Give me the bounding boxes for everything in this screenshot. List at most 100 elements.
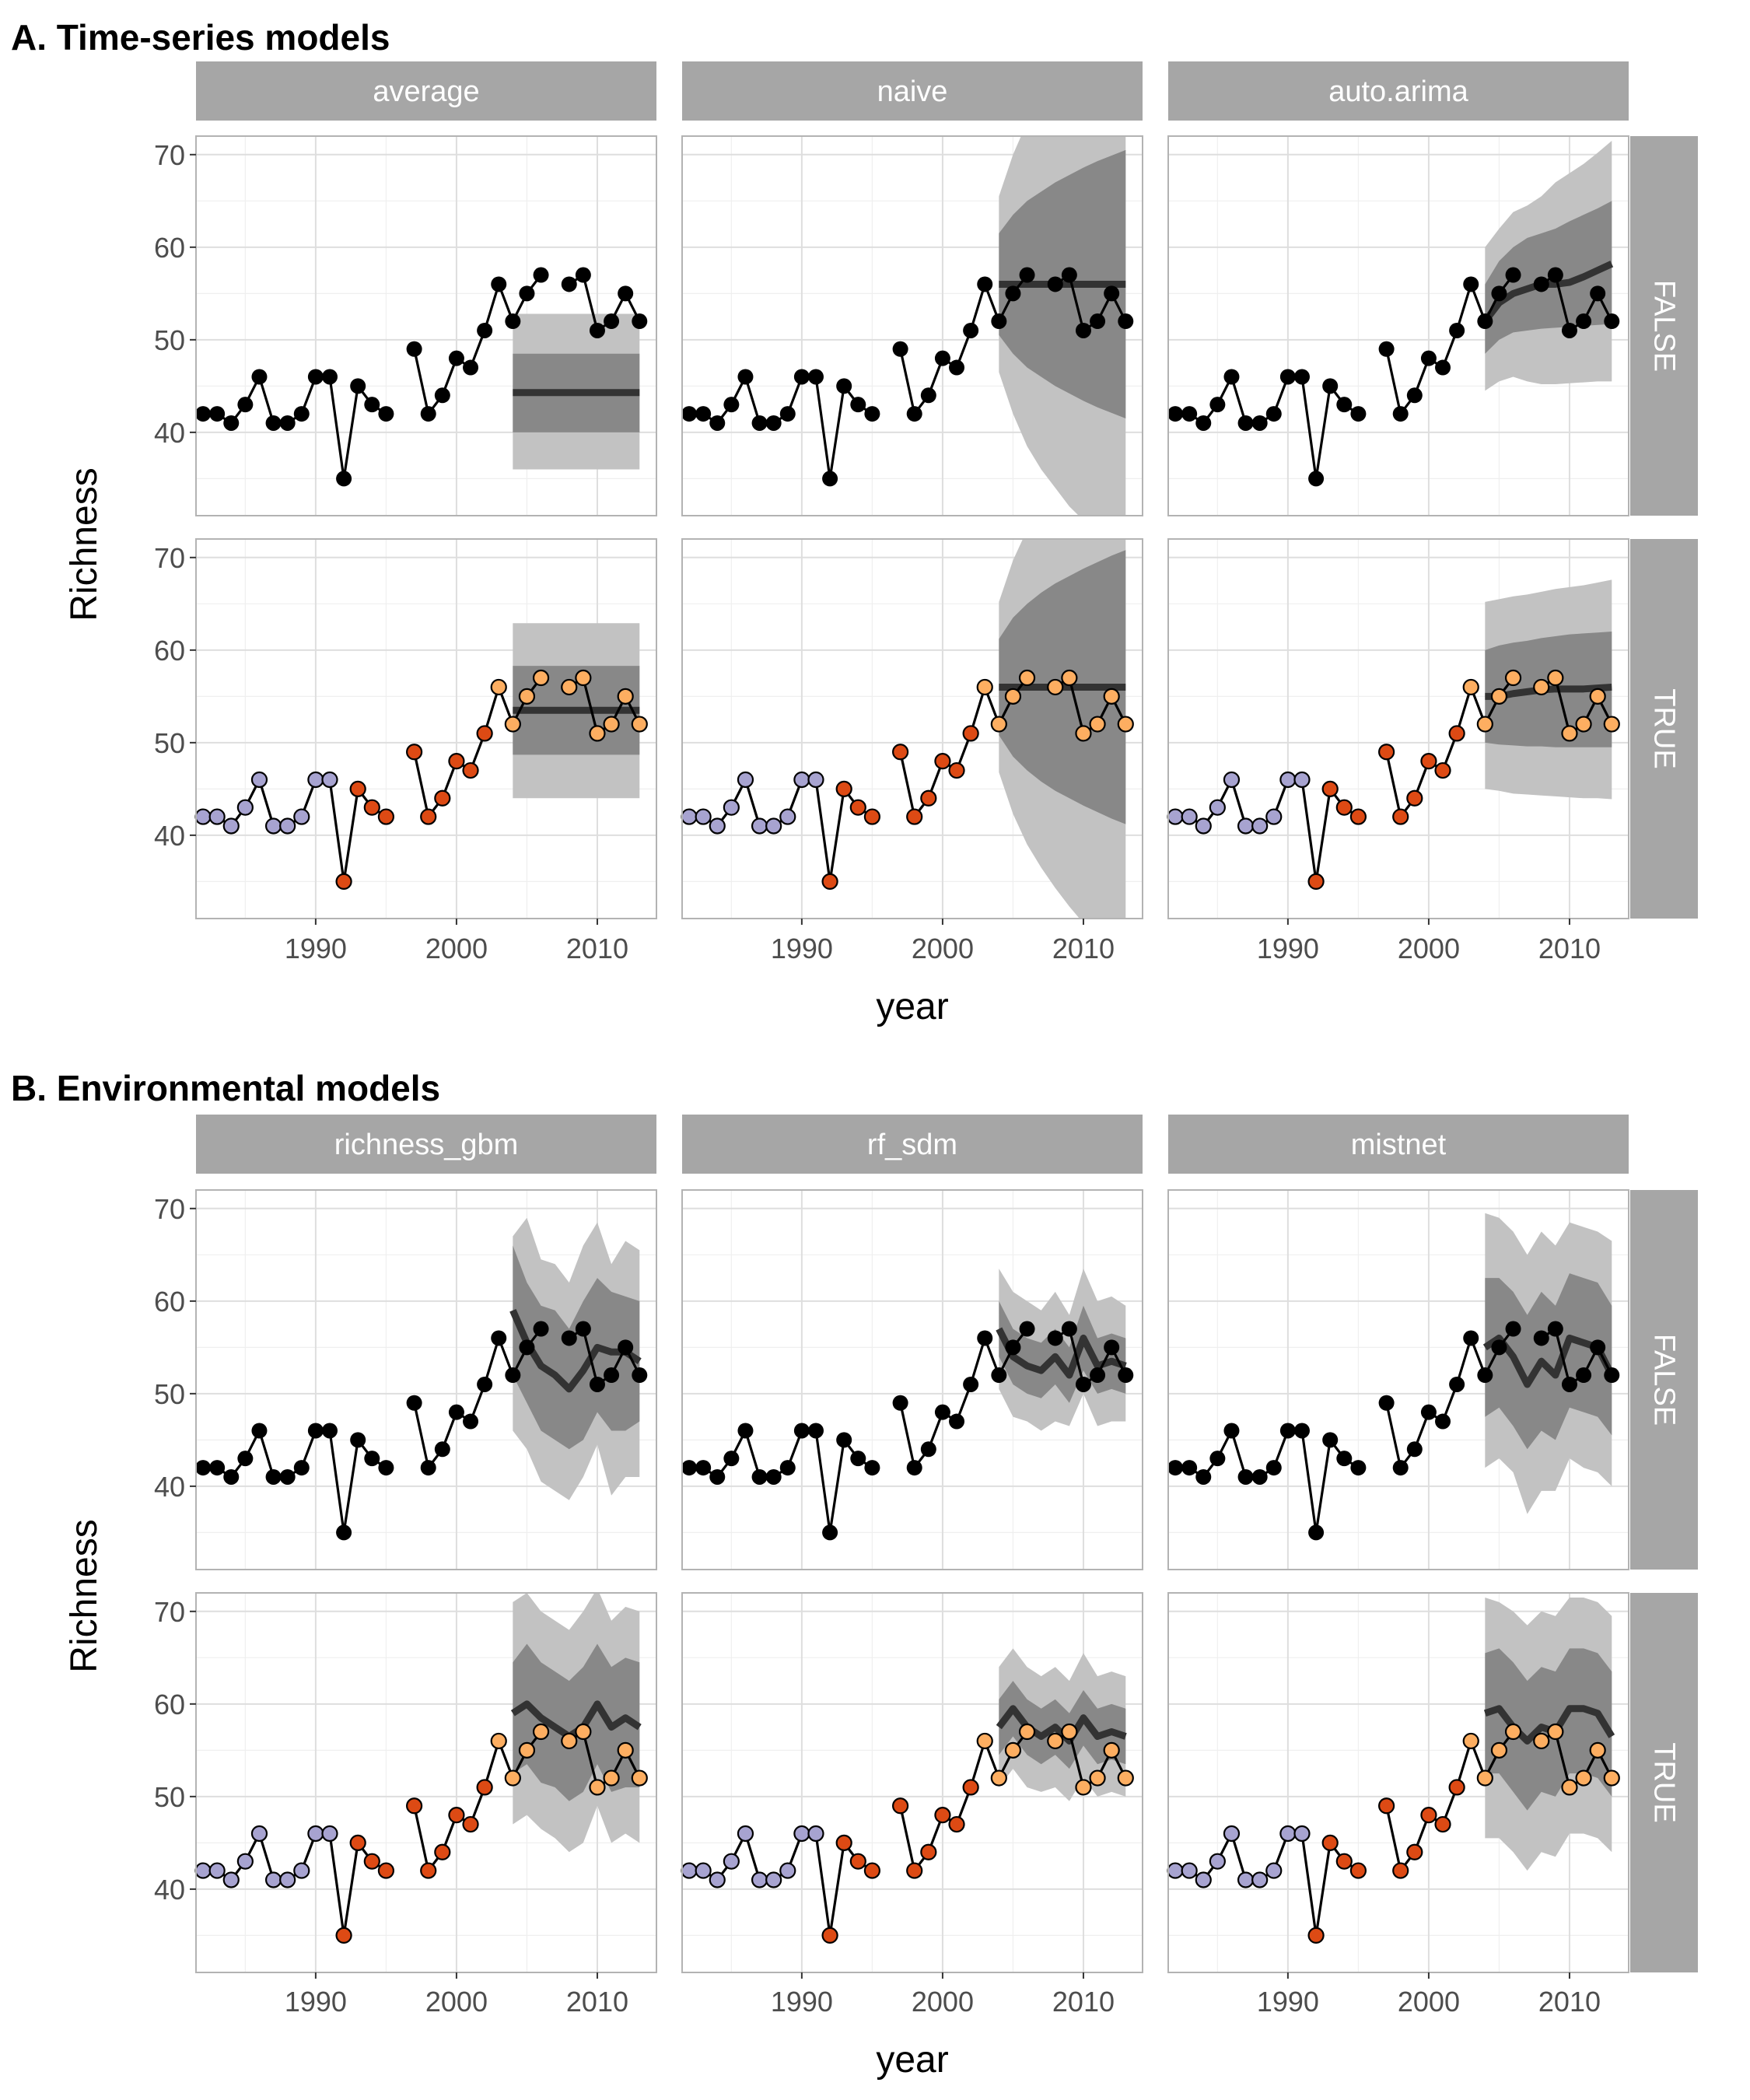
- observation-point: [1505, 267, 1521, 283]
- observed-line: [1385, 274, 1514, 415]
- observation-point: [1265, 406, 1282, 422]
- observation-point: [1047, 276, 1063, 292]
- observation-point: [1223, 771, 1241, 789]
- observation-point: [336, 1524, 352, 1541]
- observation-point: [1392, 406, 1409, 422]
- observation-point: [1335, 1853, 1353, 1870]
- observation-point: [589, 725, 606, 742]
- facet-strip-bg: [196, 1115, 656, 1174]
- observation-point: [519, 285, 535, 302]
- observation-point: [377, 808, 395, 825]
- panel-naive-false: [681, 135, 1143, 516]
- observation-point: [920, 1441, 936, 1458]
- observation-point: [1462, 678, 1479, 696]
- facet-strip-bg: [682, 61, 1143, 121]
- observation-point: [1406, 789, 1423, 807]
- observation-point: [1195, 1468, 1212, 1485]
- observation-point: [1293, 771, 1311, 789]
- observation-point: [821, 1927, 838, 1944]
- facet-strip-rf-sdm: rf_sdm: [682, 1115, 1143, 1174]
- observation-point: [1251, 1871, 1269, 1888]
- observation-point: [490, 678, 507, 696]
- observation-point: [1547, 669, 1564, 687]
- observation-point: [307, 771, 324, 789]
- observation-point: [476, 725, 493, 742]
- observation-point: [737, 771, 754, 789]
- observation-point: [1449, 1376, 1465, 1392]
- observation-point: [448, 1807, 465, 1824]
- observation-point: [1181, 808, 1198, 825]
- observation-point: [462, 1815, 479, 1833]
- panel-mistnet-true: 1990 2000 2010: [1167, 1592, 1629, 2018]
- observation-point: [1434, 1815, 1451, 1833]
- observation-point: [406, 1797, 423, 1815]
- facet-strip-richness-gbm: richness_gbm: [196, 1115, 656, 1174]
- observation-point: [1103, 688, 1120, 705]
- observation-point: [920, 1843, 937, 1860]
- observation-point: [1223, 1825, 1241, 1843]
- observation-point: [631, 1769, 648, 1787]
- y-axis-title: Richness: [64, 467, 105, 621]
- observation-point: [807, 1825, 824, 1843]
- panel-border: [195, 135, 657, 516]
- observation-point: [1307, 873, 1325, 890]
- observation-point: [681, 406, 698, 422]
- observation-point: [1378, 341, 1395, 357]
- x-tick-label: 1990: [1257, 1986, 1319, 2018]
- observation-point: [618, 1339, 634, 1356]
- x-tick-label: 2010: [1052, 1986, 1115, 2018]
- observation-point: [934, 1807, 951, 1824]
- observation-point: [1209, 1853, 1226, 1870]
- x-tick-label: 1990: [285, 933, 347, 964]
- row-strip-bg: [1630, 1593, 1698, 1972]
- observation-point: [1061, 1723, 1078, 1741]
- observation-point: [194, 1862, 212, 1879]
- observation-point: [195, 406, 212, 422]
- observation-point: [575, 1723, 592, 1741]
- observation-point: [1575, 1769, 1592, 1787]
- observation-point: [1462, 1732, 1479, 1750]
- facet-strip-label: naive: [877, 75, 948, 108]
- observation-point: [1576, 1367, 1592, 1384]
- observation-point: [934, 1404, 950, 1420]
- observation-point: [209, 1460, 226, 1476]
- observation-point: [1434, 761, 1451, 779]
- observation-point: [1406, 1441, 1423, 1458]
- observation-point: [949, 359, 965, 376]
- observation-point: [850, 1451, 866, 1467]
- observation-point: [589, 322, 605, 338]
- observation-point: [695, 406, 712, 422]
- observation-point: [631, 716, 648, 733]
- observation-point: [1349, 808, 1367, 825]
- observation-point: [1251, 1468, 1268, 1485]
- observation-point: [1167, 1862, 1184, 1879]
- observation-point: [1279, 771, 1297, 789]
- observed-line: [413, 1328, 542, 1469]
- observed-line: [413, 677, 542, 818]
- observation-point: [477, 322, 493, 338]
- observation-point: [420, 1862, 437, 1879]
- observation-point: [1075, 322, 1091, 338]
- observation-point: [250, 771, 268, 789]
- observation-point: [420, 406, 436, 422]
- y-tick-label: 60: [154, 1286, 185, 1318]
- facet-strip-naive: naive: [682, 61, 1143, 121]
- observation-point: [1308, 471, 1325, 487]
- row-strip-true: TRUE: [1630, 1593, 1698, 1972]
- observation-point: [1103, 1741, 1120, 1759]
- observation-point: [222, 817, 240, 835]
- observation-point: [279, 415, 296, 431]
- observation-point: [1490, 688, 1508, 705]
- observation-point: [1589, 1741, 1606, 1759]
- observation-point: [1590, 1339, 1606, 1356]
- observation-point: [434, 1843, 451, 1860]
- observation-point: [1265, 1862, 1283, 1879]
- observation-point: [617, 1741, 634, 1759]
- observation-point: [1265, 1460, 1282, 1476]
- observation-point: [1378, 1395, 1395, 1411]
- observation-point: [561, 1732, 578, 1750]
- observation-point: [307, 369, 324, 385]
- observation-point: [1463, 1330, 1479, 1346]
- observation-point: [477, 1376, 493, 1392]
- observation-point: [906, 1862, 923, 1879]
